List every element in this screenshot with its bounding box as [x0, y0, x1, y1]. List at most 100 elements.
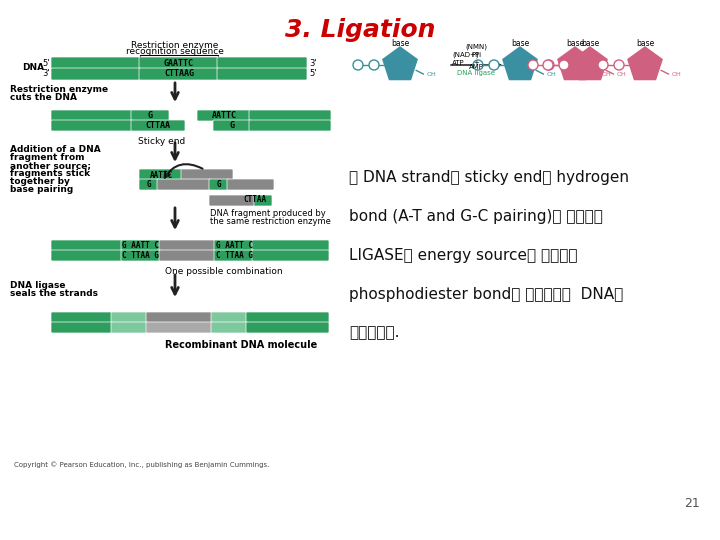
FancyBboxPatch shape: [139, 57, 219, 69]
FancyBboxPatch shape: [227, 179, 274, 190]
FancyBboxPatch shape: [121, 240, 161, 251]
FancyBboxPatch shape: [111, 312, 148, 323]
Text: DNA ligase: DNA ligase: [10, 280, 66, 289]
FancyBboxPatch shape: [197, 110, 251, 121]
Text: OH: OH: [547, 71, 557, 77]
Text: AATTC: AATTC: [150, 171, 173, 179]
Text: base: base: [566, 38, 584, 48]
Text: C TTAA G: C TTAA G: [122, 252, 160, 260]
FancyBboxPatch shape: [121, 250, 161, 261]
FancyBboxPatch shape: [159, 250, 216, 261]
Circle shape: [528, 60, 538, 70]
FancyBboxPatch shape: [146, 322, 213, 333]
Text: G AATT C: G AATT C: [122, 241, 160, 251]
Text: together by: together by: [10, 178, 70, 186]
Text: another source;: another source;: [10, 161, 91, 171]
Circle shape: [353, 60, 363, 70]
FancyBboxPatch shape: [252, 195, 272, 206]
FancyBboxPatch shape: [214, 250, 254, 261]
FancyBboxPatch shape: [51, 240, 123, 251]
Text: seals the strands: seals the strands: [10, 288, 98, 298]
FancyBboxPatch shape: [51, 68, 141, 80]
FancyBboxPatch shape: [111, 322, 148, 333]
Polygon shape: [558, 47, 592, 79]
Text: Sticky end: Sticky end: [138, 138, 185, 146]
Circle shape: [598, 60, 608, 70]
Text: OH: OH: [602, 71, 612, 77]
Polygon shape: [503, 47, 537, 79]
Text: 3': 3': [42, 69, 50, 78]
Text: base: base: [636, 38, 654, 48]
Text: OH: OH: [672, 71, 682, 77]
Text: DNA fragment produced by: DNA fragment produced by: [210, 208, 325, 218]
Circle shape: [544, 60, 554, 70]
FancyBboxPatch shape: [252, 250, 329, 261]
Text: PPi: PPi: [471, 52, 481, 58]
Text: base: base: [511, 38, 529, 48]
FancyBboxPatch shape: [211, 312, 248, 323]
Text: Addition of a DNA: Addition of a DNA: [10, 145, 101, 154]
Text: G: G: [148, 111, 153, 120]
FancyBboxPatch shape: [249, 110, 331, 121]
FancyBboxPatch shape: [139, 68, 219, 80]
Circle shape: [614, 60, 624, 70]
FancyBboxPatch shape: [51, 120, 133, 131]
FancyBboxPatch shape: [214, 240, 254, 251]
Text: CTTAAG: CTTAAG: [164, 70, 194, 78]
Text: CTTAA: CTTAA: [145, 121, 171, 130]
Text: GAATTC: GAATTC: [164, 58, 194, 68]
Text: DNA ligase: DNA ligase: [457, 70, 495, 76]
FancyBboxPatch shape: [217, 68, 307, 80]
FancyBboxPatch shape: [246, 322, 329, 333]
Text: base: base: [391, 38, 409, 48]
Text: 5': 5': [42, 59, 50, 69]
Text: 5': 5': [309, 69, 317, 78]
Circle shape: [369, 60, 379, 70]
FancyBboxPatch shape: [139, 169, 183, 180]
Text: 3': 3': [309, 59, 317, 69]
Text: AMP: AMP: [469, 64, 483, 70]
FancyBboxPatch shape: [181, 169, 233, 180]
Circle shape: [473, 60, 483, 70]
Text: G: G: [217, 180, 221, 189]
FancyBboxPatch shape: [252, 240, 329, 251]
Text: fragments stick: fragments stick: [10, 170, 90, 179]
Text: DNA: DNA: [22, 64, 44, 72]
Polygon shape: [383, 47, 417, 79]
Circle shape: [489, 60, 499, 70]
Text: base pairing: base pairing: [10, 186, 73, 194]
FancyBboxPatch shape: [51, 312, 113, 323]
FancyBboxPatch shape: [249, 120, 331, 131]
Circle shape: [543, 60, 553, 70]
Text: recognition sequence: recognition sequence: [126, 48, 224, 57]
Text: LIGASE가 energy source를 이용하여: LIGASE가 energy source를 이용하여: [349, 248, 577, 263]
Text: ATP: ATP: [452, 60, 464, 66]
FancyBboxPatch shape: [131, 110, 169, 121]
FancyBboxPatch shape: [209, 195, 254, 206]
Text: G: G: [230, 121, 235, 130]
FancyBboxPatch shape: [211, 322, 248, 333]
Text: Recombinant DNA molecule: Recombinant DNA molecule: [165, 340, 318, 350]
Text: bond (A-T and G-C pairing)가 형성되면: bond (A-T and G-C pairing)가 형성되면: [349, 209, 603, 224]
Text: Restriction enzyme: Restriction enzyme: [131, 40, 219, 50]
Polygon shape: [628, 47, 662, 79]
Text: OH: OH: [427, 71, 437, 77]
Circle shape: [559, 60, 569, 70]
Text: C TTAA G: C TTAA G: [215, 252, 253, 260]
Text: the same restriction enzyme: the same restriction enzyme: [210, 218, 331, 226]
Text: 3. Ligation: 3. Ligation: [285, 18, 435, 42]
Text: cuts the DNA: cuts the DNA: [10, 93, 77, 103]
FancyBboxPatch shape: [51, 57, 141, 69]
Text: CTTAA: CTTAA: [243, 194, 266, 204]
Text: base: base: [581, 38, 599, 48]
FancyBboxPatch shape: [159, 240, 216, 251]
FancyBboxPatch shape: [51, 250, 123, 261]
Text: (NMN): (NMN): [465, 44, 487, 50]
Polygon shape: [573, 47, 607, 79]
FancyBboxPatch shape: [146, 312, 213, 323]
Text: +: +: [473, 60, 479, 66]
Text: 21: 21: [684, 497, 700, 510]
Text: Copyright © Pearson Education, Inc., publishing as Benjamin Cummings.: Copyright © Pearson Education, Inc., pub…: [14, 462, 269, 468]
Text: AATTC: AATTC: [212, 111, 236, 120]
FancyBboxPatch shape: [246, 312, 329, 323]
